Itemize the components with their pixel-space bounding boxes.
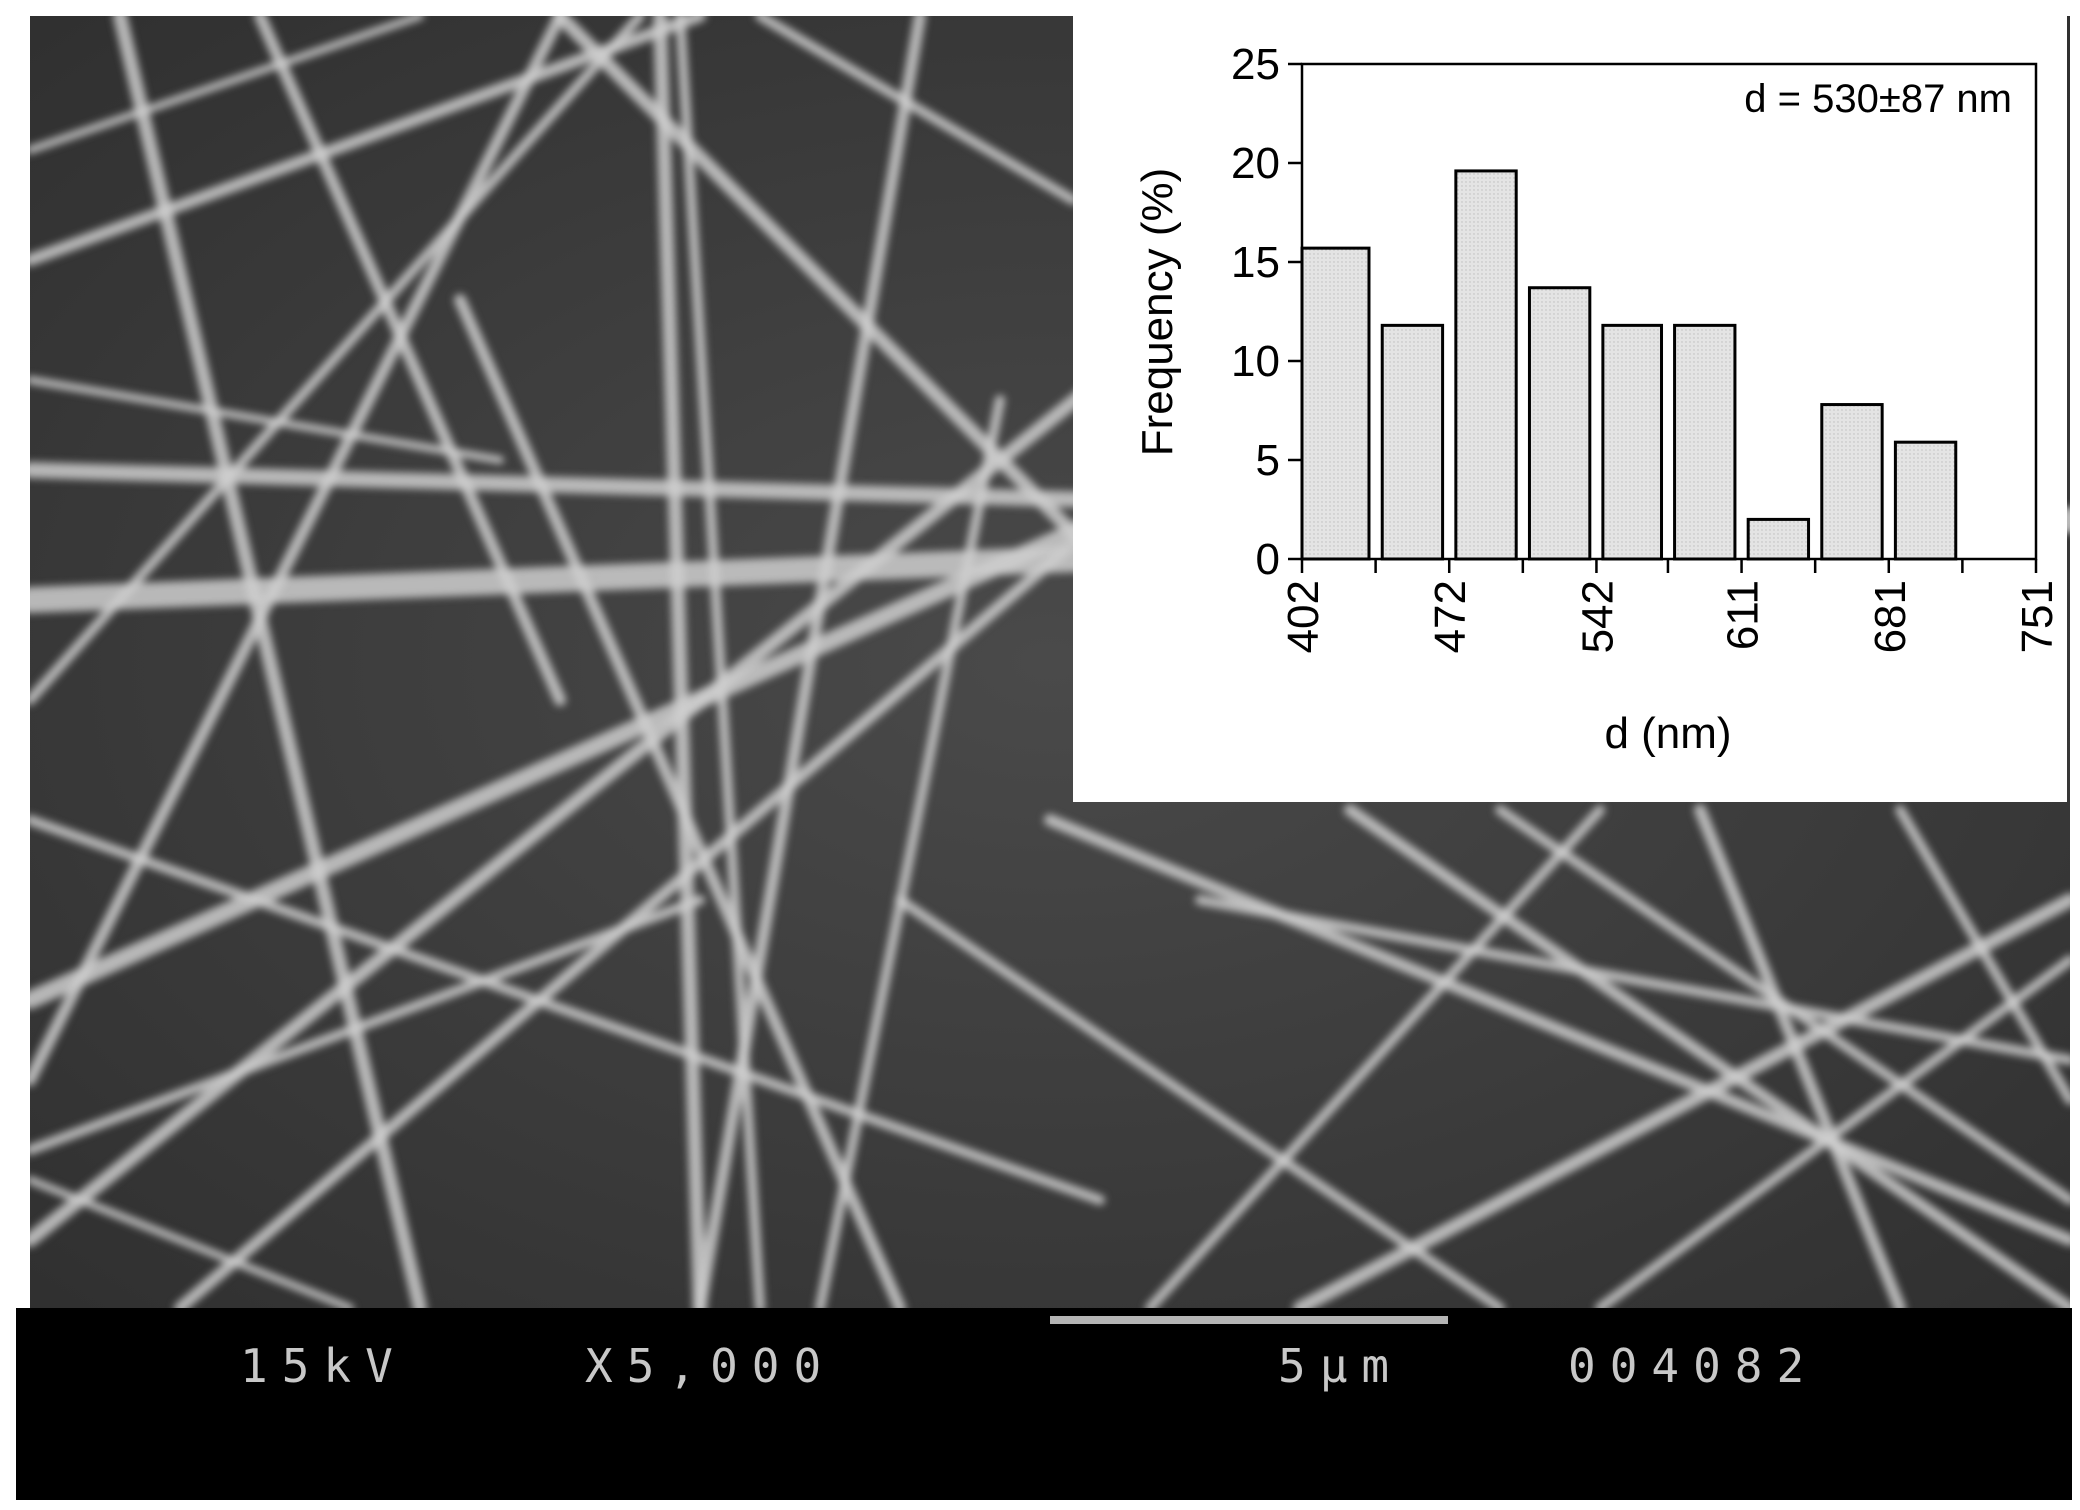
scale-bar: [1050, 1316, 1448, 1324]
y-tick-label: 5: [1256, 436, 1280, 485]
x-axis-label: d (nm): [1604, 709, 1731, 758]
histogram-inset: 0 5 10 15 20 25 402 472 542 611 681 751 Frequency …: [1073, 16, 2067, 802]
y-tick-label: 10: [1231, 337, 1280, 386]
x-tick-labels: 402 472 542 611 681 751: [1279, 580, 2062, 653]
sem-magnification: X5,000: [585, 1339, 835, 1393]
histogram-bar: [1820, 403, 1884, 561]
sem-image-number: 004082: [1568, 1339, 1818, 1393]
fiber: [1595, 955, 2070, 1308]
sem-info-bar: 15kV X5,000 5µm 004082: [16, 1308, 2072, 1500]
fiber: [653, 16, 707, 1308]
histogram-bar: [1673, 323, 1737, 561]
x-tick-label: 751: [2013, 580, 2062, 653]
fiber: [30, 1176, 354, 1308]
histogram-bar: [1454, 169, 1518, 561]
sem-scale-label: 5µm: [1278, 1339, 1403, 1393]
nanofiber-network: [30, 16, 2070, 1308]
x-tick-label: 611: [1719, 580, 1768, 650]
fiber: [113, 16, 427, 1308]
fiber: [30, 376, 504, 464]
x-tick-label: 681: [1866, 580, 1915, 653]
fiber: [553, 16, 1107, 567]
fiber: [675, 16, 765, 1308]
x-tick-label: 402: [1279, 580, 1328, 653]
histogram-bar: [1893, 440, 1958, 561]
x-tick-label: 542: [1573, 580, 1622, 653]
histogram-bar: [1380, 323, 1445, 561]
y-tick-label: 25: [1231, 40, 1280, 89]
fiber: [30, 16, 706, 266]
fiber: [30, 16, 424, 154]
histogram-bars: [1300, 169, 1958, 561]
y-tick-label: 15: [1231, 238, 1280, 287]
fiber: [1044, 814, 2070, 1246]
fiber: [694, 16, 926, 1308]
fiber: [1694, 804, 1906, 1308]
sem-voltage: 15kV: [240, 1339, 407, 1393]
fiber: [755, 16, 1078, 205]
fiber: [1145, 805, 1605, 1308]
fiber: [30, 895, 705, 1155]
fiber: [254, 16, 566, 706]
histogram-bar: [1527, 286, 1592, 561]
fiber: [895, 895, 1505, 1308]
fiber: [1495, 805, 2070, 1205]
mean-diameter-annotation: d = 530±87 nm: [1744, 77, 2012, 121]
y-tick-labels: 0 5 10 15 20 25: [1231, 40, 1280, 584]
y-tick-label: 20: [1231, 139, 1280, 188]
histogram-bar: [1746, 517, 1811, 561]
histogram-bar: [1601, 323, 1664, 561]
fiber: [30, 462, 1108, 508]
fiber: [30, 16, 645, 705]
fiber: [30, 373, 1107, 1247]
fiber: [815, 395, 1005, 1308]
fiber: [1895, 805, 2070, 1105]
y-tick-label: 0: [1256, 535, 1280, 584]
x-tick-label: 472: [1426, 580, 1475, 653]
histogram-bar: [1300, 246, 1371, 561]
fiber: [30, 16, 566, 1086]
fiber: [1344, 804, 2070, 1308]
fiber: [1195, 895, 2070, 1065]
y-axis-label: Frequency (%): [1133, 168, 1182, 457]
axis-ticks: [1288, 62, 2038, 573]
fiber: [1293, 893, 2070, 1308]
fiber: [30, 815, 1105, 1205]
fiber: [30, 511, 1109, 1009]
